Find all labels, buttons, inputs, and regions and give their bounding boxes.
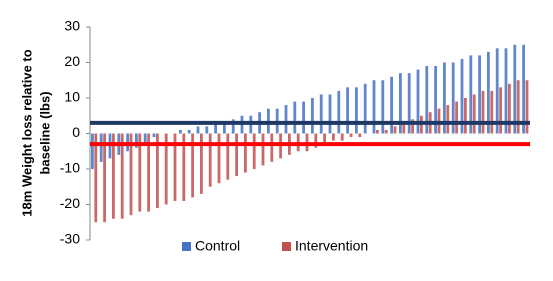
bar	[411, 119, 414, 134]
bar	[337, 90, 341, 134]
legend-swatch	[282, 242, 291, 251]
bar	[143, 133, 147, 145]
y-tick-label: -10	[60, 160, 80, 176]
bar	[516, 80, 520, 134]
bar	[464, 98, 467, 134]
bar	[173, 133, 177, 201]
bar	[376, 129, 379, 134]
bar	[226, 133, 230, 180]
bar	[416, 69, 420, 134]
bar	[293, 101, 297, 134]
bar	[384, 129, 388, 134]
legend-label: Control	[195, 238, 240, 254]
bar	[499, 87, 502, 134]
bar	[270, 133, 274, 162]
bar	[455, 101, 458, 134]
bar	[328, 94, 332, 134]
bar	[443, 62, 446, 134]
bar	[425, 66, 429, 134]
bar	[393, 126, 397, 134]
bar	[261, 133, 265, 166]
bar	[103, 133, 106, 223]
bar	[513, 44, 517, 134]
bar	[522, 44, 525, 134]
bar	[381, 80, 385, 134]
bar	[208, 133, 212, 187]
bar	[187, 129, 191, 134]
bar	[152, 133, 156, 138]
bar	[94, 133, 98, 223]
bar	[525, 80, 529, 134]
bar	[112, 133, 115, 219]
y-tick-label: 0	[72, 124, 80, 140]
bar	[495, 48, 499, 134]
bar	[363, 83, 367, 134]
bar	[358, 133, 362, 138]
bar	[332, 133, 335, 141]
bar	[231, 119, 235, 134]
y-tick-label: -30	[60, 231, 80, 247]
bar	[129, 133, 133, 216]
bar	[487, 51, 490, 134]
bar	[319, 94, 323, 134]
bar	[504, 48, 508, 134]
bar	[284, 105, 288, 134]
bar	[223, 122, 226, 134]
y-tick-label: 20	[64, 53, 80, 69]
bar	[179, 129, 182, 134]
bar	[472, 94, 476, 134]
bar	[311, 98, 314, 134]
bar	[460, 58, 464, 134]
bar	[490, 90, 494, 134]
bar	[340, 133, 344, 141]
bar	[478, 55, 481, 134]
bar	[434, 66, 437, 134]
bar	[302, 101, 305, 134]
bar	[135, 133, 138, 148]
bar	[402, 122, 406, 134]
bar	[156, 133, 159, 209]
bar	[355, 87, 358, 134]
bar	[314, 133, 318, 148]
bar	[252, 133, 256, 169]
bar	[508, 83, 511, 134]
bar	[372, 80, 376, 134]
bar	[349, 133, 353, 138]
bar	[407, 73, 411, 134]
bar	[346, 87, 349, 134]
bar	[147, 133, 150, 212]
bar	[91, 133, 94, 169]
legend-label: Intervention	[295, 238, 368, 254]
bar	[200, 133, 203, 194]
bar	[323, 133, 326, 145]
bar	[99, 133, 103, 162]
bar	[164, 133, 168, 205]
bar	[446, 105, 450, 134]
bar	[399, 73, 402, 134]
y-tick-label: -20	[60, 195, 80, 211]
legend-swatch	[182, 242, 191, 251]
bar	[191, 133, 194, 198]
bar	[205, 126, 209, 134]
bar	[214, 122, 217, 134]
bar	[182, 133, 186, 201]
bar	[217, 133, 221, 184]
bar	[120, 133, 124, 219]
y-axis-title: baseline (lbs)	[37, 91, 52, 174]
y-tick-label: 10	[64, 89, 80, 105]
bar	[451, 62, 455, 134]
bar	[469, 55, 473, 134]
bar	[196, 126, 200, 134]
bar	[138, 133, 142, 212]
y-tick-label: 30	[64, 18, 80, 34]
bar	[390, 76, 393, 134]
bar	[235, 133, 238, 177]
y-axis-title: 18m Weight loss relative to	[19, 49, 34, 216]
bar	[244, 133, 247, 173]
bar	[481, 90, 485, 134]
